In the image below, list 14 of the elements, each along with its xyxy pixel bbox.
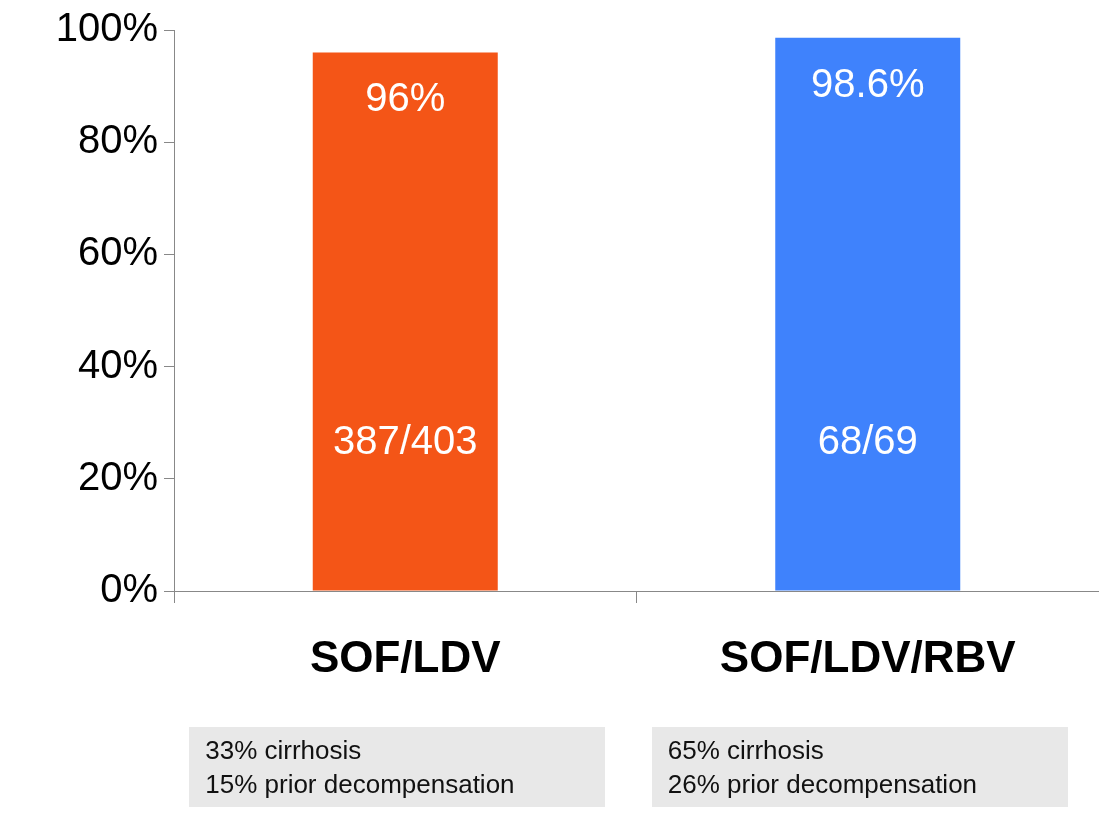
y-tick-label: 0% [100, 566, 158, 611]
x-tick-label: SOF/LDV/RBV [719, 631, 1017, 681]
y-tick-label: 60% [77, 229, 158, 274]
annotation: 387/403 [332, 418, 478, 463]
y-tick-label: 40% [77, 341, 158, 386]
text: 65% cirrhosis 26% prior decompensation [651, 727, 1068, 807]
data-label: 96% [365, 75, 446, 120]
data-label: 98.6% [811, 60, 925, 105]
text: 33% cirrhosis 15% prior decompensation [189, 727, 606, 807]
y-tick-label: 20% [77, 453, 158, 498]
y-tick-label: 100% [55, 5, 158, 50]
x-tick-label: SOF/LDV [309, 631, 502, 681]
y-tick-label: 80% [77, 117, 158, 162]
annotation: 68/69 [817, 418, 918, 463]
